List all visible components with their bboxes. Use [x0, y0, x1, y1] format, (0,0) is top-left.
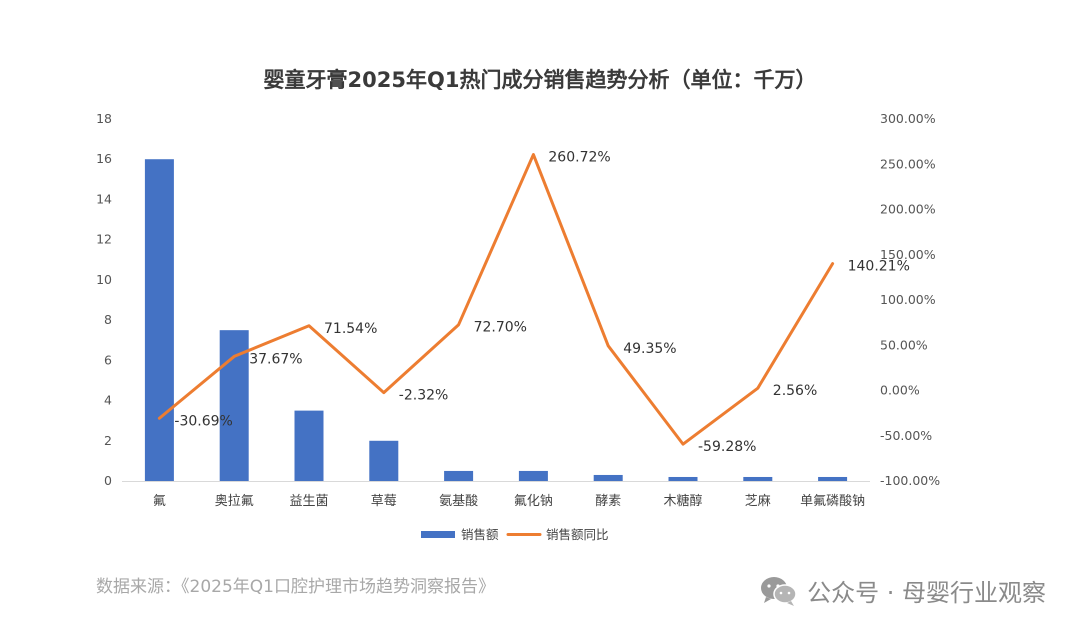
- x-tick-label: 草莓: [371, 494, 397, 509]
- y-right-tick-label: 150.00%: [880, 247, 936, 262]
- data-source-note: 数据来源：《2025年Q1口腔护理市场趋势洞察报告》: [96, 577, 495, 597]
- y-left-tick-label: 2: [104, 433, 112, 448]
- y-left-tick-label: 16: [96, 151, 112, 166]
- yoy-data-label: 2.56%: [773, 383, 817, 399]
- y-left-tick-label: 14: [96, 191, 112, 206]
- y-right-tick-label: -50.00%: [880, 428, 932, 443]
- y-left-tick-label: 0: [104, 473, 112, 488]
- y-left-tick-label: 10: [96, 272, 112, 287]
- y-left-tick-label: 18: [96, 111, 112, 126]
- legend-label-bar: 销售额: [461, 527, 499, 542]
- y-left-tick-label: 6: [104, 352, 112, 367]
- bar-4: [369, 440, 399, 481]
- x-tick-label: 木糖醇: [663, 493, 702, 509]
- y-right-tick-label: 300.00%: [880, 111, 936, 126]
- yoy-data-label: 71.54%: [324, 321, 377, 337]
- watermark-text: 公众号 · 母婴行业观察: [807, 579, 1046, 607]
- yoy-data-label: -59.28%: [698, 439, 756, 455]
- y-right-tick-label: 50.00%: [880, 337, 928, 352]
- bar-5: [444, 470, 474, 481]
- y-left-tick-label: 12: [96, 232, 112, 247]
- yoy-data-label: 49.35%: [623, 341, 676, 357]
- bar-6: [518, 470, 548, 481]
- yoy-data-label: -2.32%: [399, 388, 449, 404]
- yoy-data-label: 260.72%: [548, 150, 610, 166]
- yoy-data-label: -30.69%: [174, 413, 232, 429]
- x-tick-label: 单氟磷酸钠: [800, 494, 865, 509]
- bar-1: [144, 159, 174, 481]
- y-left-tick-label: 8: [104, 312, 112, 327]
- yoy-line: [157, 153, 835, 446]
- y-right-tick-label: 0.00%: [880, 383, 920, 398]
- x-tick-label: 芝麻: [745, 493, 771, 509]
- yoy-data-label: 140.21%: [848, 259, 910, 275]
- legend-label-line: 销售额同比: [546, 527, 609, 542]
- chart-title: 婴童牙膏2025年Q1热门成分销售趋势分析（单位：千万）: [263, 68, 817, 92]
- bar-8: [668, 476, 698, 481]
- bar-3: [294, 410, 324, 481]
- yoy-data-label: 37.67%: [249, 351, 302, 367]
- x-tick-label: 氟化钠: [514, 494, 553, 509]
- legend-swatch-bar: [421, 531, 455, 538]
- y-right-tick-label: 100.00%: [880, 292, 936, 307]
- yoy-data-label: 72.70%: [474, 320, 527, 336]
- x-tick-label: 奥拉氟: [215, 494, 254, 509]
- x-tick-label: 氟: [153, 494, 166, 509]
- wechat-watermark: 公众号 · 母婴行业观察: [759, 573, 1046, 608]
- y-left-tick-label: 4: [104, 393, 112, 408]
- x-tick-label: 酵素: [595, 494, 621, 509]
- bar-9: [743, 476, 773, 481]
- wechat-icon: [761, 576, 797, 606]
- y-right-tick-label: 250.00%: [880, 156, 936, 171]
- x-tick-label: 益生菌: [289, 494, 328, 509]
- y-right-tick-label: -100.00%: [880, 473, 940, 488]
- x-tick-label: 氨基酸: [439, 494, 478, 509]
- bar-10: [818, 476, 848, 481]
- bar-7: [593, 474, 623, 481]
- y-right-tick-label: 200.00%: [880, 202, 936, 217]
